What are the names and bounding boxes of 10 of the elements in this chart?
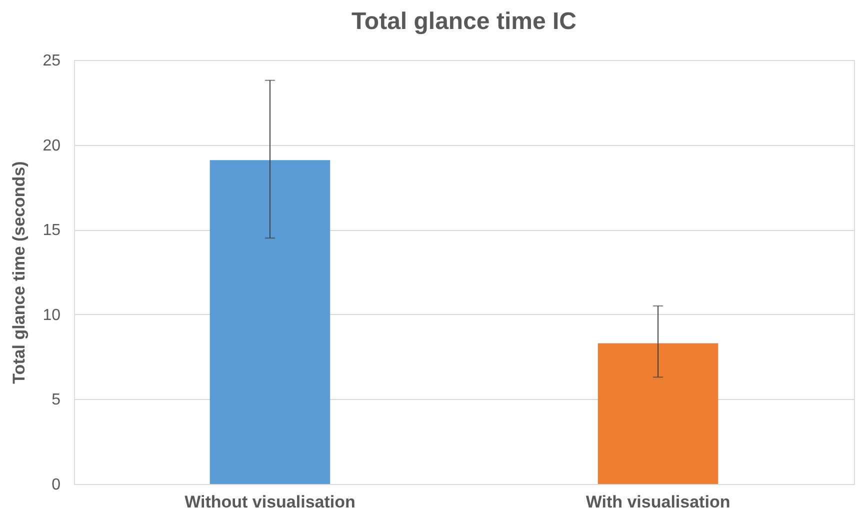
chart-title: Total glance time IC — [352, 8, 576, 35]
x-tick-label: With visualisation — [586, 492, 730, 512]
y-tick-label: 5 — [52, 392, 61, 409]
y-tick-label: 20 — [42, 137, 61, 154]
y-axis-title: Total glance time (seconds) — [10, 161, 29, 384]
y-tick-label: 10 — [42, 306, 61, 324]
y-tick-label: 25 — [42, 52, 61, 70]
x-tick-label: Without visualisation — [184, 492, 356, 512]
y-tick-label: 15 — [42, 222, 61, 240]
y-tick-label: 0 — [52, 476, 61, 494]
